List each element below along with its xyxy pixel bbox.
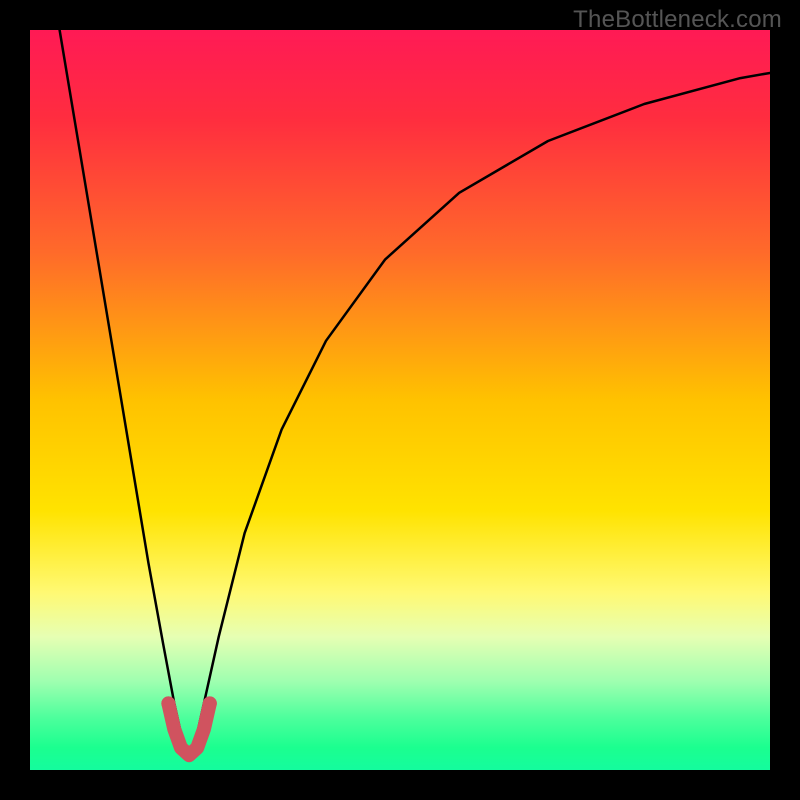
- chart-outer-frame: TheBottleneck.com: [0, 0, 800, 800]
- chart-svg: [30, 30, 770, 770]
- plot-area: [30, 30, 770, 770]
- marker-dot: [161, 696, 175, 710]
- gradient-background: [30, 30, 770, 770]
- marker-dot: [203, 696, 217, 710]
